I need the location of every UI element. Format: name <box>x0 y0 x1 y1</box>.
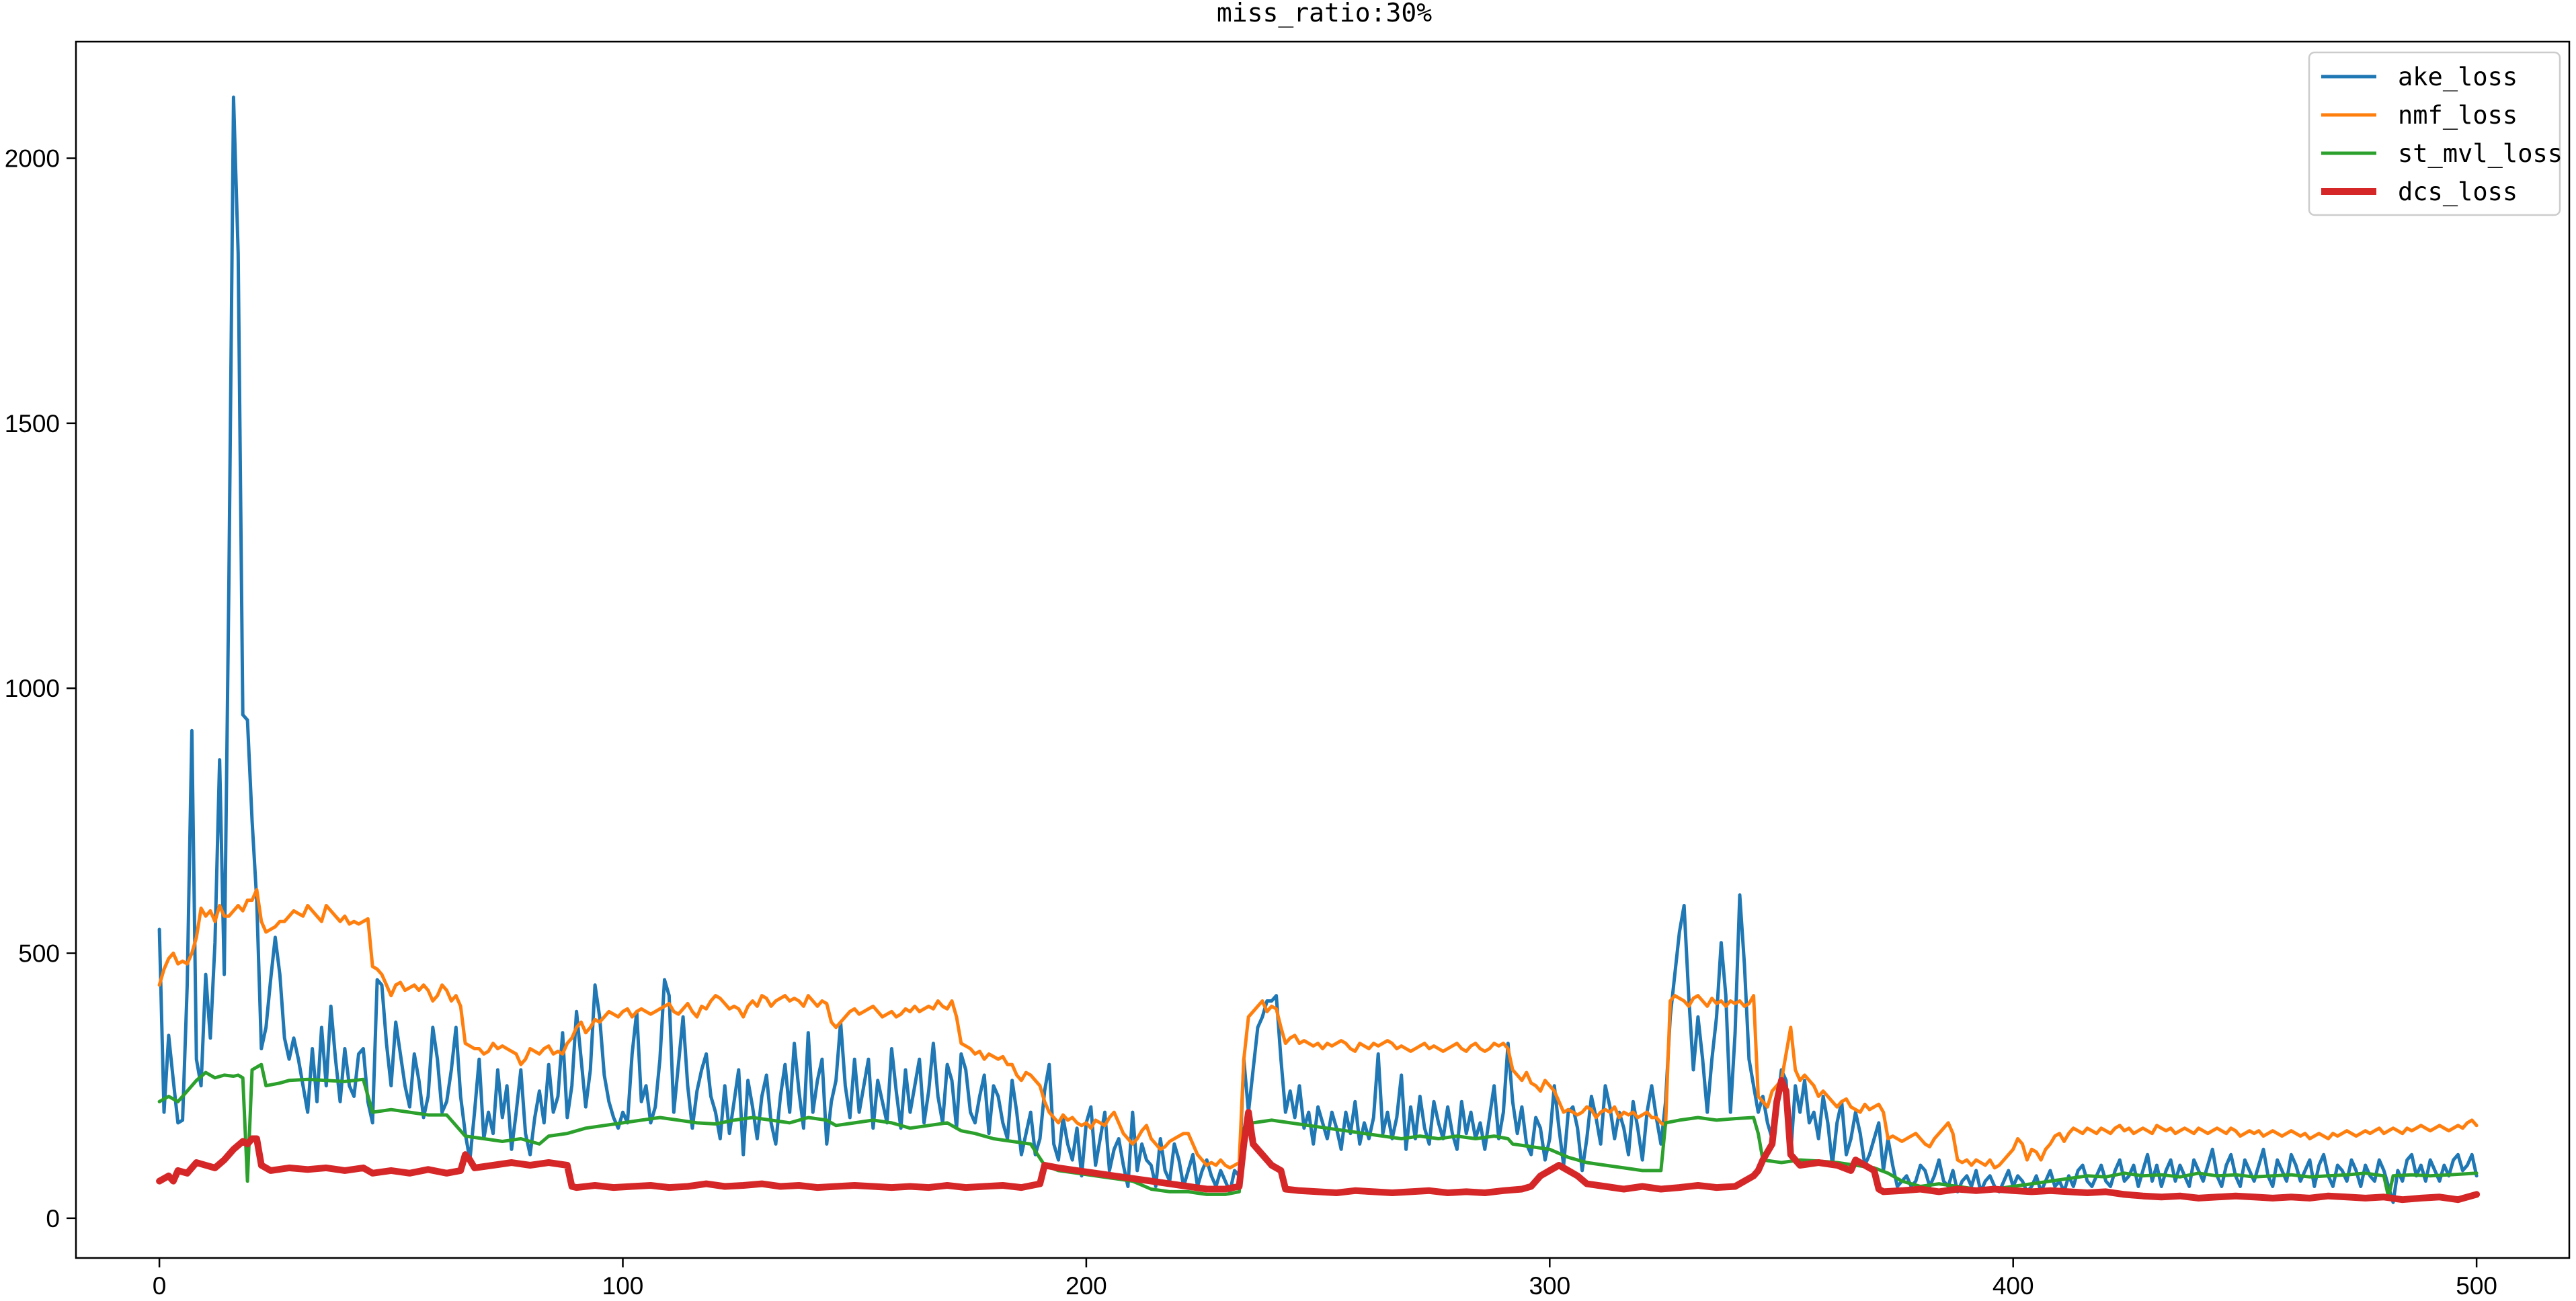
legend-label-st-mvl-loss: st_mvl_loss <box>2398 139 2563 169</box>
y-tick-label: 1000 <box>5 675 60 702</box>
legend: ake_loss nmf_loss st_mvl_loss dcs_loss <box>2308 51 2563 216</box>
series-line-dcs-loss <box>156 1077 2481 1204</box>
x-tick-label: 500 <box>2456 1272 2497 1300</box>
legend-label-dcs-loss: dcs_loss <box>2398 177 2518 207</box>
x-tick-label: 200 <box>1065 1272 1107 1300</box>
axes-frame <box>75 40 2571 1259</box>
x-tick-label: 300 <box>1529 1272 1570 1300</box>
plot-area <box>156 95 2481 1204</box>
series-line-ake-loss <box>157 95 2479 1204</box>
legend-box <box>2308 51 2561 216</box>
chart-title: miss_ratio:30% <box>1217 0 1432 28</box>
x-tick-label: 100 <box>602 1272 644 1300</box>
y-tick-label: 2000 <box>5 145 60 173</box>
legend-label-nmf-loss: nmf_loss <box>2398 101 2518 130</box>
x-tick-label: 0 <box>153 1272 167 1300</box>
y-tick-label: 1500 <box>5 410 60 437</box>
y-tick-label: 500 <box>18 940 60 968</box>
legend-label-ake-loss: ake_loss <box>2398 62 2518 92</box>
y-tick-label: 0 <box>46 1205 60 1232</box>
series-line-nmf-loss <box>157 888 2479 1170</box>
x-tick-label: 400 <box>1993 1272 2034 1300</box>
series-lines <box>156 95 2481 1204</box>
axes: 0 100 200 300 400 500 0 500 1000 1500 2000 <box>5 40 2571 1300</box>
